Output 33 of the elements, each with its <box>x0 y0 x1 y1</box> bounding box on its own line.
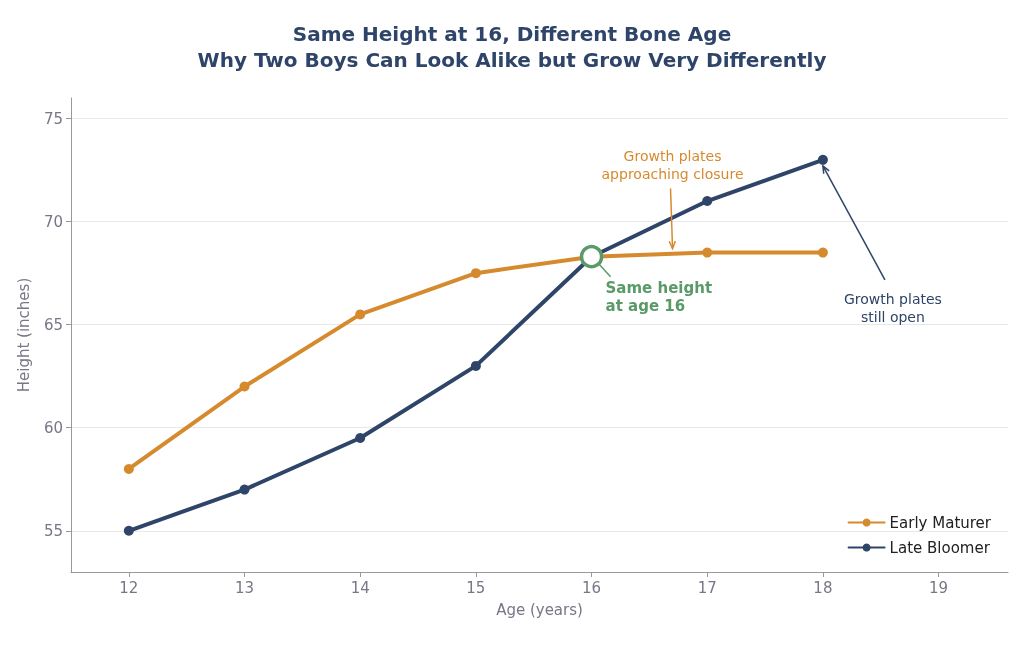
y-tick-label: 75 <box>43 109 63 128</box>
point <box>702 247 713 258</box>
y-tick-label: 70 <box>43 212 63 231</box>
point <box>702 196 713 207</box>
point <box>239 381 250 392</box>
point <box>355 433 366 444</box>
point <box>817 247 828 258</box>
x-axis-title: Age (years) <box>496 600 583 619</box>
x-tick-label: 16 <box>582 578 602 597</box>
x-tick-label: 13 <box>234 578 255 597</box>
y-tick-label: 60 <box>43 418 63 437</box>
chart-title: Same Height at 16, Different Bone Age Why Two Boys Can Look Alike but Grow Very Differently <box>197 22 827 72</box>
y-tick-label: 55 <box>43 521 63 540</box>
y-axis-title: Height (inches) <box>14 277 33 393</box>
legend-label: Late Bloomer <box>889 538 991 557</box>
x-tick-label: 14 <box>350 578 370 597</box>
x-tick-label: 19 <box>929 578 949 597</box>
legend-label: Early Maturer <box>889 513 992 532</box>
x-tick-label: 18 <box>813 578 833 597</box>
point <box>355 309 366 320</box>
point <box>470 268 481 279</box>
point <box>123 463 134 474</box>
y-tick-label: 65 <box>43 315 63 334</box>
point <box>239 484 250 495</box>
annotation: Same height at age 16 <box>605 278 713 315</box>
annotation: Growth plates still open <box>843 290 942 325</box>
annotation: Growth plates approaching closure <box>601 147 744 182</box>
point <box>123 525 134 536</box>
point <box>470 360 481 371</box>
x-tick-label: 17 <box>697 578 717 597</box>
point <box>817 154 828 165</box>
x-tick-label: 12 <box>119 578 139 597</box>
x-tick-label: 15 <box>466 578 486 597</box>
